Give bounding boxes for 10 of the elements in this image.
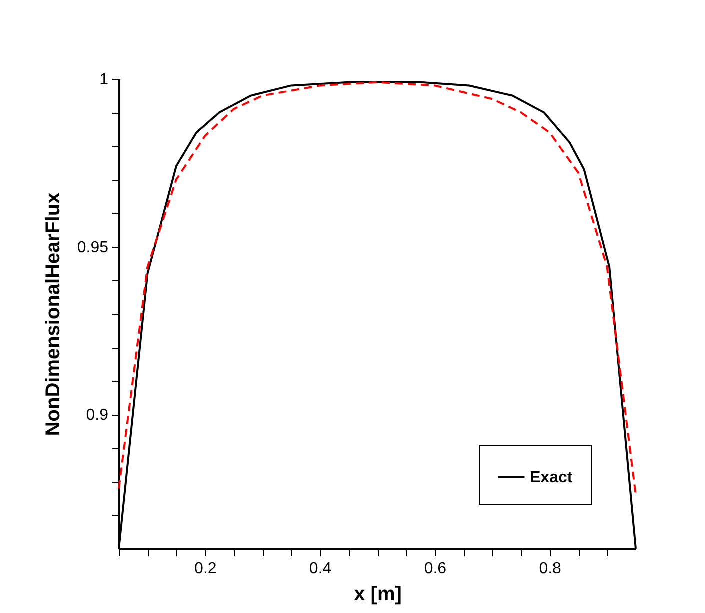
x-tick-label: 0.4 [309, 560, 332, 578]
legend-label: Exact [530, 470, 574, 486]
x-tick-label: 0.2 [194, 560, 217, 578]
x-tick-label: 0.8 [539, 560, 562, 578]
x-axis-title: x [m] [354, 584, 402, 606]
y-axis-title: NonDimensionalHearFlux [42, 192, 64, 436]
y-tick-label: 0.9 [86, 407, 109, 424]
y-tick-label: 0.95 [77, 239, 109, 256]
y-tick-label: 1 [100, 72, 109, 88]
x-tick-label: 0.6 [424, 560, 447, 578]
